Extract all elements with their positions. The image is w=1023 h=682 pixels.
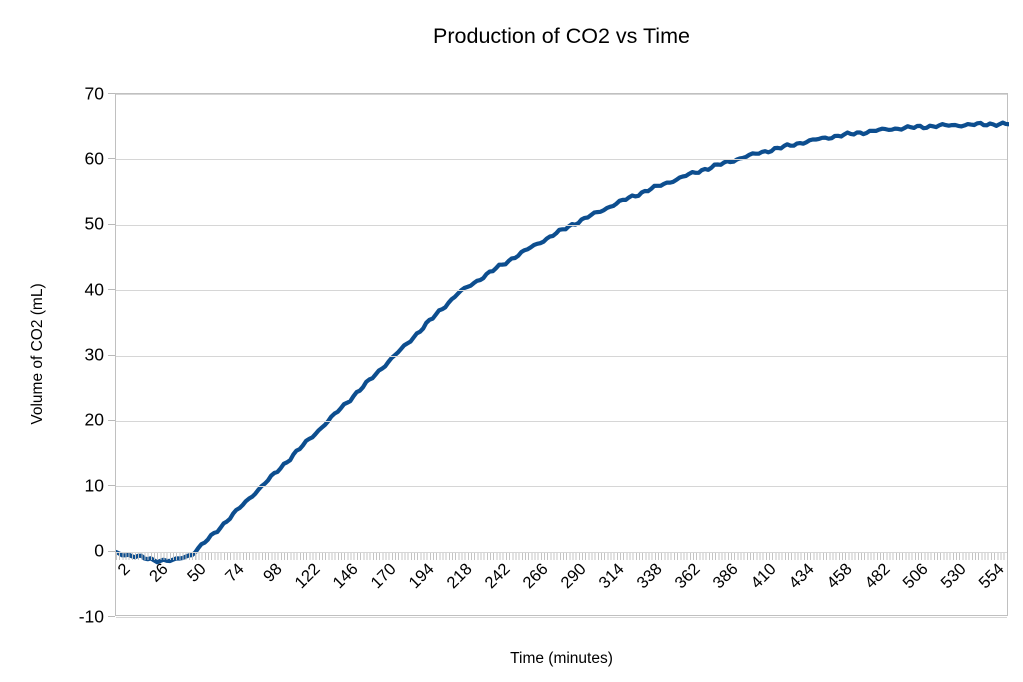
y-tick-30: [108, 354, 115, 356]
y-tick-label-30: 30: [84, 344, 104, 365]
y-tick-label-10: 10: [84, 475, 104, 496]
y-tick-0: [108, 550, 115, 552]
gridline-y--10: [116, 617, 1007, 618]
y-tick-60: [108, 158, 115, 160]
y-tick--10: [108, 616, 115, 617]
y-tick-20: [108, 419, 115, 421]
chart-title: Production of CO2 vs Time: [433, 24, 690, 48]
y-tick-label-60: 60: [84, 148, 104, 169]
y-tick-label-50: 50: [84, 213, 104, 234]
y-tick-40: [108, 289, 115, 291]
gridline-y-60: [116, 159, 1007, 161]
y-tick-10: [108, 485, 115, 487]
y-tick-label-0: 0: [94, 540, 104, 561]
y-tick-label-40: 40: [84, 279, 104, 300]
gridline-y-50: [116, 224, 1007, 226]
y-axis-title: Volume of CO2 (mL): [29, 283, 46, 425]
y-tick-label-20: 20: [84, 409, 104, 430]
plot-area: [115, 93, 1009, 618]
co2-series-path: [116, 120, 1009, 565]
gridline-y-40: [116, 290, 1007, 292]
gridline-y-70: [116, 94, 1007, 95]
y-tick-50: [108, 223, 115, 225]
co2-series-line: [116, 120, 1009, 565]
y-tick-label-70: 70: [84, 83, 104, 103]
gridline-y-0: [116, 551, 1007, 553]
x-axis-minor-ticks: [116, 552, 1007, 560]
x-axis-title: Time (minutes): [510, 650, 613, 667]
gridline-y-10: [116, 486, 1007, 488]
y-tick-label--10: -10: [78, 606, 104, 626]
gridline-y-30: [116, 355, 1007, 357]
gridline-y-20: [116, 420, 1007, 422]
y-tick-70: [108, 93, 115, 94]
